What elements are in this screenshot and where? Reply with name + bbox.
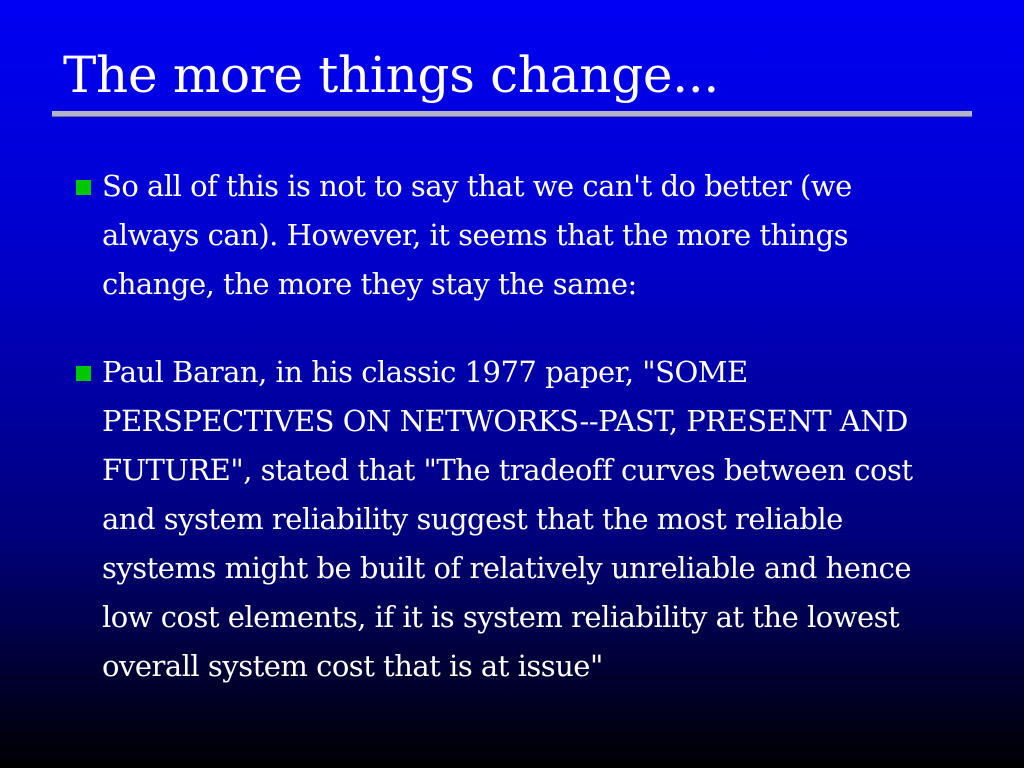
bullet-text: So all of this is not to say that we can…: [102, 169, 852, 301]
bullet-text: Paul Baran, in his classic 1977 paper, "…: [102, 355, 913, 683]
title-divider: [52, 111, 972, 116]
square-bullet-icon: [76, 366, 91, 381]
square-bullet-icon: [76, 180, 91, 195]
bullet-item: Paul Baran, in his classic 1977 paper, "…: [74, 348, 954, 691]
slide-title: The more things change...: [63, 46, 719, 104]
bullet-item: So all of this is not to say that we can…: [74, 162, 954, 309]
